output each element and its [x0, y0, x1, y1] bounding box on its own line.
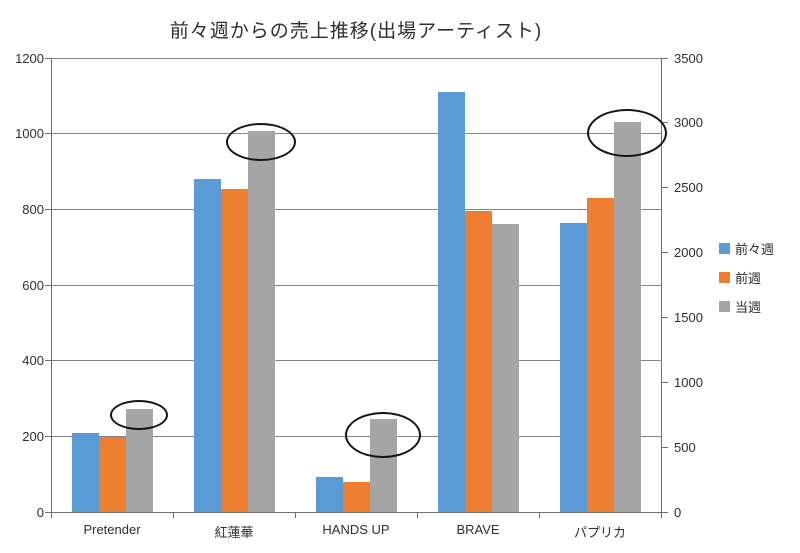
left-axis-label-1000: 1000: [15, 126, 44, 142]
right-axis-label-0: 0: [674, 504, 682, 520]
bottom-axis-line: [51, 512, 662, 513]
bar-前週-BRAVE: [464, 211, 492, 512]
legend-swatch-前々週: [719, 243, 730, 254]
right-tick-3500: [662, 57, 668, 59]
category-label-紅蓮華: 紅蓮華: [214, 525, 254, 540]
legend-item-前週: 前週: [719, 270, 774, 286]
highlight-ellipse-パプリカ: [587, 109, 667, 158]
left-tick-400: [45, 360, 51, 362]
bar-前々週-BRAVE: [437, 92, 465, 512]
left-axis-label-400: 400: [22, 353, 44, 369]
right-axis-label-3500: 3500: [674, 50, 703, 66]
legend-swatch-前週: [719, 272, 730, 283]
right-tick-0: [662, 511, 668, 513]
left-axis-label-200: 200: [22, 428, 44, 444]
bar-前週-パプリカ: [586, 197, 614, 512]
right-axis-label-3000: 3000: [674, 115, 703, 131]
right-tick-1000: [662, 381, 668, 383]
left-tick-1200: [45, 57, 51, 59]
bottom-tick-1: [172, 513, 174, 518]
bottom-tick-3: [416, 513, 418, 518]
bar-当週-BRAVE: [491, 223, 519, 512]
left-tick-0: [45, 511, 51, 513]
legend-swatch-当週: [719, 301, 730, 312]
bar-当週-紅蓮華: [247, 130, 275, 512]
bar-前々週-パプリカ: [559, 222, 587, 512]
gridline-1000: [51, 133, 661, 135]
bottom-tick-0: [50, 513, 52, 518]
right-axis-label-500: 500: [674, 439, 696, 455]
right-axis-label-1500: 1500: [674, 309, 703, 325]
gridline-1200: [51, 57, 661, 59]
left-axis-label-0: 0: [36, 504, 44, 520]
right-axis-line: [661, 58, 662, 512]
right-tick-2500: [662, 187, 668, 189]
legend-label-前々週: 前々週: [735, 242, 775, 257]
right-tick-1500: [662, 316, 668, 318]
bar-当週-パプリカ: [613, 122, 641, 512]
left-tick-600: [45, 284, 51, 286]
left-axis-label-600: 600: [22, 277, 44, 293]
bar-前々週-紅蓮華: [193, 179, 221, 512]
bottom-tick-2: [294, 513, 296, 518]
highlight-ellipse-HANDS UP: [345, 412, 421, 459]
legend-item-当週: 当週: [719, 299, 774, 315]
category-label-BRAVE: BRAVE: [456, 522, 500, 537]
legend-label-当週: 当週: [735, 300, 762, 315]
bar-前々週-HANDS UP: [315, 477, 343, 512]
category-label-HANDS UP: HANDS UP: [322, 522, 390, 537]
bar-前週-HANDS UP: [342, 481, 370, 512]
highlight-ellipse-紅蓮華: [226, 122, 296, 161]
legend-item-前々週: 前々週: [719, 241, 775, 257]
highlight-ellipse-Pretender: [110, 400, 168, 431]
left-tick-800: [45, 208, 51, 210]
bottom-tick-5: [660, 513, 662, 518]
right-axis-label-2500: 2500: [674, 180, 703, 196]
gridline-400: [51, 360, 661, 362]
right-tick-500: [662, 446, 668, 448]
legend-label-前週: 前週: [735, 271, 762, 286]
left-tick-1000: [45, 133, 51, 135]
category-label-パプリカ: パプリカ: [573, 525, 626, 540]
right-axis-label-1000: 1000: [674, 374, 703, 390]
chart-title: 前々週からの売上推移(出場アーティスト): [169, 21, 543, 42]
left-axis-label-1200: 1200: [15, 50, 44, 66]
right-tick-3000: [662, 122, 668, 124]
gridline-800: [51, 208, 661, 210]
bottom-tick-4: [538, 513, 540, 518]
left-axis-label-800: 800: [22, 201, 44, 217]
left-tick-200: [45, 435, 51, 437]
gridline-600: [51, 284, 661, 286]
legend: 前々週 前週 当週: [719, 241, 774, 328]
left-axis-line: [51, 58, 52, 512]
right-tick-2000: [662, 252, 668, 254]
bar-前々週-Pretender: [71, 432, 99, 512]
bar-前週-紅蓮華: [220, 188, 248, 512]
bar-前週-Pretender: [98, 437, 126, 512]
category-label-Pretender: Pretender: [83, 522, 141, 537]
right-axis-label-2000: 2000: [674, 245, 703, 261]
